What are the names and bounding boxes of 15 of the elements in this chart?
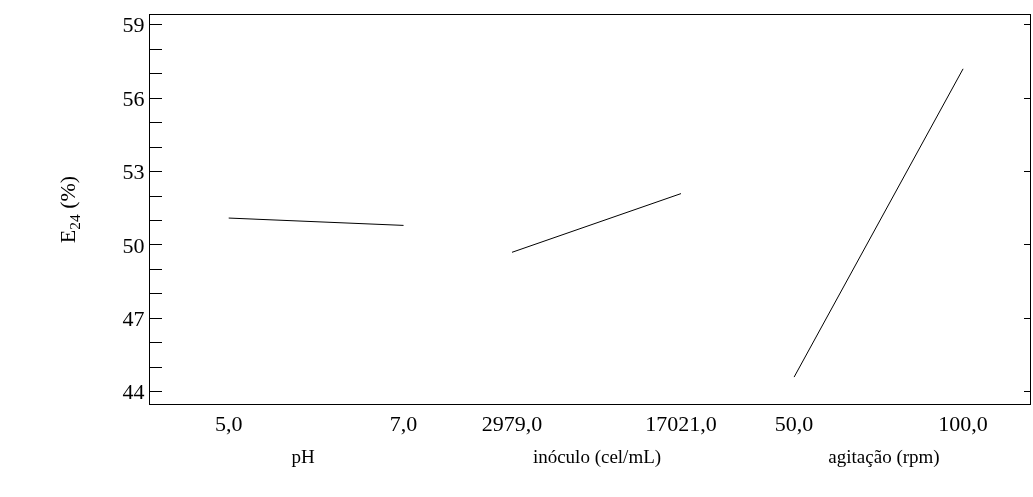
y-tick-label: 50	[122, 232, 145, 258]
x-tick-label: 7,0	[389, 411, 418, 437]
x-tick-label: 50,0	[774, 411, 814, 437]
y-tick-label: 59	[122, 12, 145, 38]
x-tick-label: 5,0	[214, 411, 243, 437]
y-tick-label: 47	[122, 306, 145, 332]
x-axis-title: pH	[291, 446, 315, 468]
x-axis-title: agitação (rpm)	[828, 446, 940, 469]
x-tick-label: 17021,0	[645, 411, 717, 437]
y-tick-label: 53	[122, 159, 145, 185]
x-axis-title: inóculo (cel/mL)	[532, 446, 662, 469]
y-tick-label: 44	[122, 379, 145, 405]
x-tick-label: 100,0	[938, 411, 988, 437]
x-tick-label: 2979,0	[481, 411, 543, 437]
y-tick-label: 56	[122, 85, 145, 111]
